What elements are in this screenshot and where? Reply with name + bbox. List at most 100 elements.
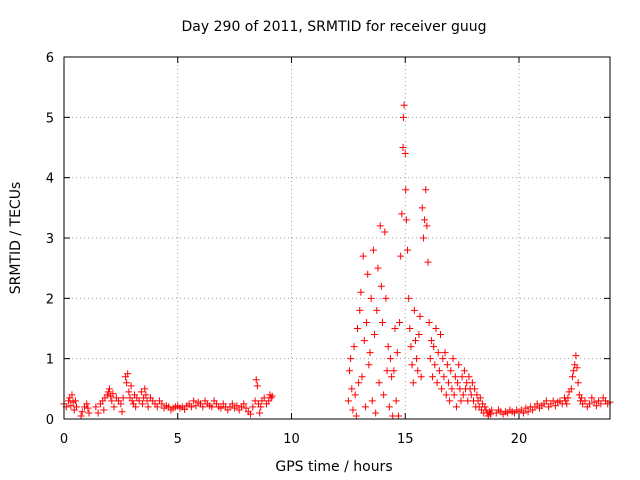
chart-title: Day 290 of 2011, SRMTID for receiver guu… xyxy=(182,19,487,35)
data-point xyxy=(369,246,377,254)
data-point xyxy=(375,379,383,387)
data-point xyxy=(379,318,386,326)
data-point xyxy=(388,373,396,381)
data-point xyxy=(142,391,150,399)
data-point xyxy=(586,400,594,408)
data-point xyxy=(581,397,589,405)
data-point xyxy=(119,394,127,402)
data-point xyxy=(104,388,112,396)
data-point xyxy=(348,385,356,393)
y-tick-label: 6 xyxy=(46,51,54,66)
data-point xyxy=(260,394,268,402)
data-point xyxy=(249,403,257,411)
data-points xyxy=(60,101,614,420)
data-point xyxy=(367,294,375,302)
data-point xyxy=(65,397,73,405)
data-point xyxy=(118,408,126,416)
data-point xyxy=(427,337,435,345)
data-point xyxy=(366,349,374,357)
data-point xyxy=(361,403,369,411)
data-point xyxy=(383,367,391,375)
data-point xyxy=(84,404,92,412)
data-point xyxy=(128,397,136,405)
data-point xyxy=(94,409,102,417)
data-point xyxy=(446,397,454,405)
data-point xyxy=(430,343,438,351)
data-point xyxy=(92,403,100,411)
data-point xyxy=(385,403,393,411)
y-tick-label: 2 xyxy=(46,292,54,307)
y-tick-label: 1 xyxy=(46,353,54,368)
data-point xyxy=(414,367,422,375)
data-point xyxy=(572,352,580,360)
data-point xyxy=(117,400,125,408)
data-point xyxy=(377,282,385,290)
data-point xyxy=(358,373,366,381)
data-point xyxy=(402,186,410,194)
data-point xyxy=(110,403,118,411)
data-point xyxy=(351,391,359,399)
data-point xyxy=(416,312,424,320)
data-point xyxy=(360,337,368,345)
data-point xyxy=(406,325,414,332)
data-point xyxy=(71,397,79,405)
data-point xyxy=(418,204,426,212)
x-tick-label: 5 xyxy=(174,432,182,447)
data-point xyxy=(424,258,432,266)
data-point xyxy=(381,228,389,236)
data-point xyxy=(426,355,434,363)
data-point xyxy=(422,186,430,194)
data-point xyxy=(487,410,495,418)
data-point xyxy=(399,144,407,151)
data-point xyxy=(346,367,354,375)
data-point xyxy=(349,406,357,414)
data-point xyxy=(158,400,166,408)
data-point xyxy=(457,397,465,405)
data-point xyxy=(441,349,449,357)
y-tick-label: 4 xyxy=(46,172,54,187)
data-point xyxy=(476,394,484,402)
data-point xyxy=(570,367,578,375)
data-point xyxy=(256,409,264,417)
data-point xyxy=(350,343,358,351)
x-axis-label: GPS time / hours xyxy=(275,459,392,475)
data-point xyxy=(564,394,572,402)
data-point xyxy=(399,113,407,121)
data-point xyxy=(454,379,462,387)
data-point xyxy=(442,391,450,399)
data-point xyxy=(83,400,91,408)
data-point xyxy=(440,373,448,381)
x-tick-label: 10 xyxy=(283,432,300,447)
data-point xyxy=(573,364,581,372)
data-point xyxy=(365,361,373,369)
x-tick-label: 20 xyxy=(511,432,528,447)
x-tick-label: 0 xyxy=(60,432,68,447)
data-point xyxy=(404,246,412,254)
data-point xyxy=(368,397,376,405)
data-point xyxy=(471,385,479,393)
data-point xyxy=(459,391,467,399)
data-point xyxy=(394,412,402,420)
data-point xyxy=(448,385,456,393)
y-tick-label: 0 xyxy=(46,413,54,428)
data-point xyxy=(397,252,405,260)
data-point xyxy=(398,210,406,218)
data-point xyxy=(233,402,241,410)
data-point xyxy=(242,404,250,412)
data-point xyxy=(127,382,135,390)
data-point xyxy=(144,403,152,411)
data-point xyxy=(447,367,455,375)
data-point xyxy=(432,325,440,332)
data-point xyxy=(592,402,600,410)
data-point xyxy=(386,355,394,363)
data-point xyxy=(199,403,207,411)
data-point xyxy=(435,367,443,375)
data-point xyxy=(568,373,576,381)
data-point xyxy=(451,373,459,381)
data-point xyxy=(465,373,473,381)
data-point xyxy=(352,412,360,420)
data-point xyxy=(473,391,481,399)
data-point xyxy=(443,361,451,369)
data-point xyxy=(67,402,75,410)
